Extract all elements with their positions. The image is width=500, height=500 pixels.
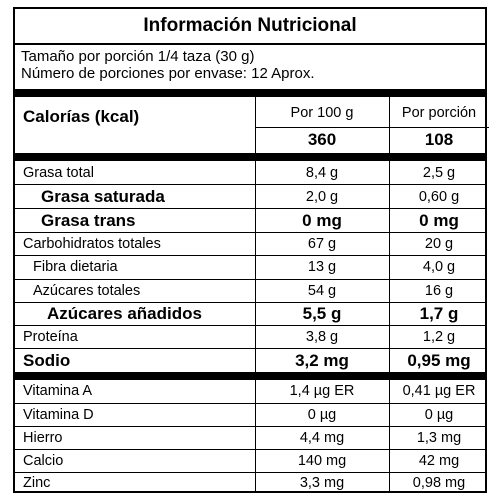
vitamin-per-serving: 1,3 mg xyxy=(416,430,462,446)
nutrient-name: Sodio xyxy=(23,351,71,370)
nutrient-name: Grasa total xyxy=(23,165,94,181)
serving-size: Tamaño por porción 1/4 taza (30 g) xyxy=(21,48,255,65)
nutrient-row: Grasa saturada 2,0 g 0,60 g xyxy=(15,185,485,208)
divider xyxy=(15,426,485,427)
column-divider xyxy=(255,97,256,153)
vitamin-per-100g: 0 µg xyxy=(307,407,337,423)
nutrient-row: Proteína 3,8 g 1,2 g xyxy=(15,326,485,348)
nutrient-per-100g: 13 g xyxy=(307,259,337,275)
divider xyxy=(15,325,485,326)
nutrient-name: Proteína xyxy=(23,329,78,345)
calories-label: Calorías (kcal) xyxy=(23,107,140,126)
vitamin-name: Calcio xyxy=(23,453,64,469)
nutrient-name: Grasa saturada xyxy=(41,187,165,206)
vitamin-name: Vitamina D xyxy=(23,407,94,423)
nutrient-per-serving: 1,2 g xyxy=(422,329,456,345)
column-divider xyxy=(255,161,256,372)
vitamin-row: Hierro 4,4 mg 1,3 mg xyxy=(15,427,485,449)
divider xyxy=(15,472,485,473)
divider xyxy=(15,43,485,45)
nutrient-per-100g: 2,0 g xyxy=(305,189,339,205)
nutrient-name: Grasa trans xyxy=(41,211,136,230)
column-divider xyxy=(255,380,256,493)
servings-per-container: Número de porciones por envase: 12 Aprox… xyxy=(21,65,315,82)
divider xyxy=(15,449,485,450)
nutrient-per-100g: 5,5 g xyxy=(302,304,342,323)
nutrient-per-100g: 3,8 g xyxy=(305,329,339,345)
calories-section: Calorías (kcal) Por 100 g Por porción 36… xyxy=(15,97,489,153)
nutrient-per-serving: 0 mg xyxy=(419,211,459,230)
vitamin-per-serving: 0 µg xyxy=(424,407,454,423)
vitamin-name: Vitamina A xyxy=(23,383,93,399)
vitamin-per-100g: 140 mg xyxy=(297,453,347,469)
vitamin-name: Hierro xyxy=(23,430,63,446)
nutrient-per-100g: 54 g xyxy=(307,283,337,299)
nutrient-per-serving: 0,60 g xyxy=(418,189,460,205)
nutrient-per-serving: 0,95 mg xyxy=(407,351,471,370)
divider xyxy=(15,279,485,280)
vitamin-name: Zinc xyxy=(23,475,51,491)
nutrient-row: Azúcares añadidos 5,5 g 1,7 g xyxy=(15,303,485,325)
column-divider xyxy=(389,380,390,493)
column-divider xyxy=(389,97,390,153)
nutrient-per-serving: 2,5 g xyxy=(422,165,456,181)
column-divider xyxy=(389,161,390,372)
vitamin-row: Calcio 140 mg 42 mg xyxy=(15,450,485,472)
divider xyxy=(15,232,485,233)
nutrient-name: Azúcares añadidos xyxy=(47,304,202,323)
vitamin-row: Vitamina D 0 µg 0 µg xyxy=(15,404,485,426)
calories-per-100g: 360 xyxy=(307,130,337,149)
vitamin-per-100g: 4,4 mg xyxy=(299,430,345,446)
per-100g-header: Por 100 g xyxy=(290,105,354,121)
nutrient-per-100g: 0 mg xyxy=(302,211,342,230)
thick-divider xyxy=(15,89,485,97)
nutrient-per-serving: 16 g xyxy=(424,283,454,299)
nutrition-facts-label: Información Nutricional Tamaño por porci… xyxy=(13,7,489,493)
nutrient-per-100g: 67 g xyxy=(307,236,337,252)
nutrient-per-100g: 8,4 g xyxy=(305,165,339,181)
divider xyxy=(15,403,485,404)
divider xyxy=(15,184,485,185)
thick-divider xyxy=(15,153,485,161)
nutrient-row: Fibra dietaria 13 g 4,0 g xyxy=(15,256,485,279)
divider xyxy=(15,208,485,209)
vitamin-per-serving: 0,41 µg ER xyxy=(402,383,476,399)
calories-per-serving: 108 xyxy=(424,130,454,149)
vitamin-per-serving: 42 mg xyxy=(418,453,460,469)
divider xyxy=(15,255,485,256)
divider xyxy=(255,127,489,128)
nutrient-row: Carbohidratos totales 67 g 20 g xyxy=(15,233,485,255)
nutrient-row: Grasa trans 0 mg 0 mg xyxy=(15,209,485,232)
nutrient-per-serving: 4,0 g xyxy=(422,259,456,275)
nutrient-per-100g: 3,2 mg xyxy=(295,351,349,370)
nutrient-name: Azúcares totales xyxy=(33,283,141,299)
nutrient-row: Azúcares totales 54 g 16 g xyxy=(15,280,485,302)
vitamin-per-serving: 0,98 mg xyxy=(412,475,466,491)
thick-divider xyxy=(15,372,485,380)
per-serving-header: Por porción xyxy=(401,105,477,121)
nutrient-row: Grasa total 8,4 g 2,5 g xyxy=(15,162,485,184)
nutrient-per-serving: 1,7 g xyxy=(419,304,459,323)
nutrient-per-serving: 20 g xyxy=(424,236,454,252)
divider xyxy=(15,348,485,349)
nutrient-row: Sodio 3,2 mg 0,95 mg xyxy=(15,349,485,372)
nutrient-name: Carbohidratos totales xyxy=(23,236,161,252)
vitamin-row: Zinc 3,3 mg 0,98 mg xyxy=(15,473,485,493)
vitamin-row: Vitamina A 1,4 µg ER 0,41 µg ER xyxy=(15,380,485,403)
divider xyxy=(15,302,485,303)
vitamin-per-100g: 3,3 mg xyxy=(299,475,345,491)
vitamin-per-100g: 1,4 µg ER xyxy=(289,383,355,399)
nutrient-name: Fibra dietaria xyxy=(33,259,118,275)
label-title: Información Nutricional xyxy=(143,15,357,36)
